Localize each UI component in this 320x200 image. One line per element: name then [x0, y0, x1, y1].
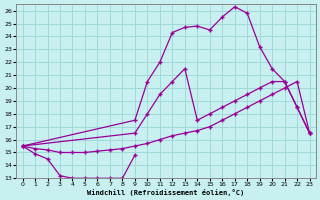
X-axis label: Windchill (Refroidissement éolien,°C): Windchill (Refroidissement éolien,°C) — [87, 189, 245, 196]
